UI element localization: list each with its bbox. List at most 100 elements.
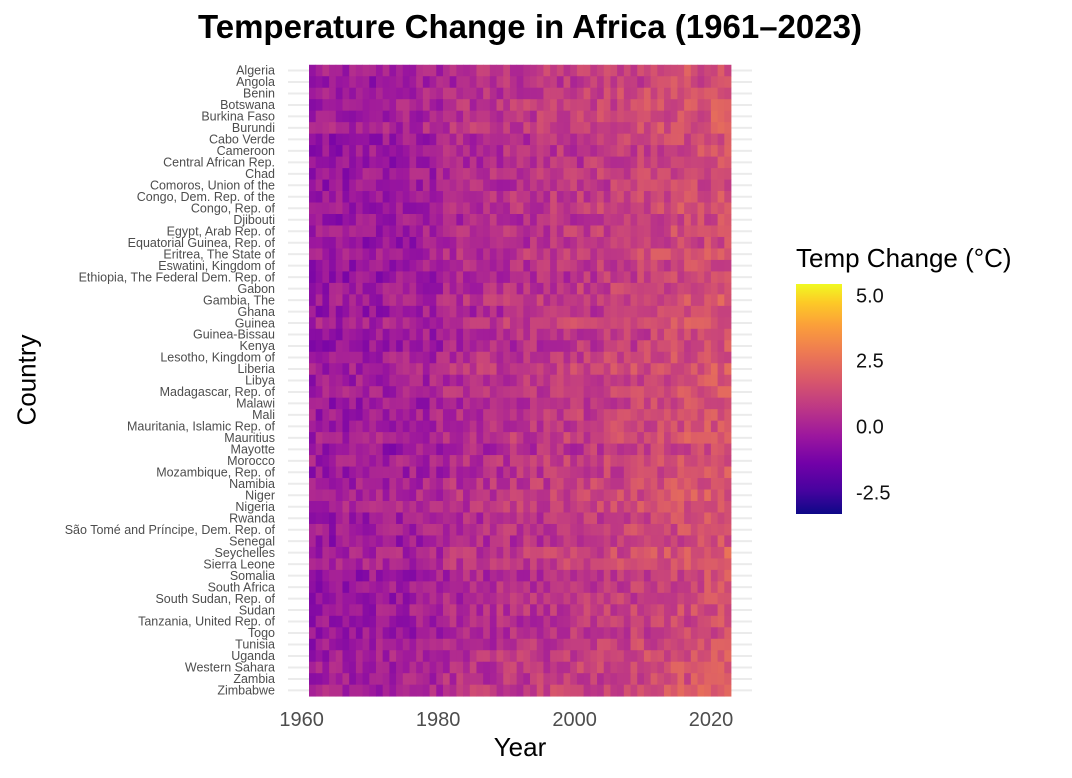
- heatmap-cell: [643, 236, 652, 249]
- heatmap-cell: [603, 202, 611, 215]
- heatmap-cell: [322, 386, 330, 399]
- heatmap-cell: [416, 443, 424, 456]
- heatmap-cell: [463, 271, 471, 284]
- y-tick-label: Gambia, The: [203, 293, 275, 307]
- heatmap-cell: [463, 443, 471, 456]
- heatmap-cell: [396, 87, 404, 100]
- heatmap-cell: [543, 638, 551, 651]
- heatmap-cell: [677, 236, 685, 249]
- heatmap-cell: [530, 455, 538, 467]
- heatmap-cell: [476, 558, 484, 571]
- heatmap-cell: [704, 248, 712, 261]
- heatmap-cell: [322, 64, 330, 77]
- heatmap-cell: [355, 512, 363, 525]
- heatmap-cell: [530, 466, 538, 479]
- heatmap-cell: [436, 225, 444, 238]
- heatmap-cell: [637, 156, 645, 169]
- heatmap-cell: [496, 271, 504, 284]
- y-tick-label: Ethiopia, The Federal Dem. Rep. of: [79, 270, 276, 284]
- heatmap-cell: [556, 202, 564, 215]
- heatmap-cell: [315, 305, 323, 318]
- heatmap-cell: [396, 627, 404, 640]
- heatmap-cell: [516, 351, 524, 364]
- heatmap-cell: [422, 168, 430, 180]
- heatmap-cell: [684, 523, 692, 536]
- heatmap-cell: [449, 328, 457, 341]
- heatmap-cell: [630, 512, 638, 525]
- heatmap-cell: [670, 271, 678, 284]
- heatmap-cell: [489, 466, 497, 479]
- heatmap-cell: [603, 294, 611, 307]
- heatmap-cell: [650, 501, 658, 513]
- heatmap-cell: [436, 420, 444, 433]
- heatmap-cell: [503, 581, 511, 594]
- heatmap-cell: [704, 615, 712, 628]
- heatmap-cell: [684, 374, 692, 387]
- heatmap-cell: [570, 501, 578, 513]
- heatmap-cell: [335, 455, 343, 467]
- heatmap-cell: [315, 202, 323, 215]
- heatmap-cell: [469, 214, 477, 226]
- heatmap-cell: [449, 501, 457, 513]
- heatmap-cell: [617, 259, 625, 272]
- heatmap-cell: [309, 294, 317, 307]
- heatmap-cell: [355, 145, 363, 157]
- heatmap-cell: [389, 110, 397, 123]
- heatmap-cell: [684, 592, 692, 605]
- heatmap-cell: [463, 604, 471, 617]
- heatmap-cell: [469, 271, 477, 284]
- heatmap-cell: [530, 650, 538, 663]
- heatmap-cell: [489, 351, 497, 364]
- heatmap-cell: [355, 99, 363, 112]
- y-tick-label: Togo: [248, 626, 275, 640]
- heatmap-cell: [489, 569, 497, 582]
- heatmap-cell: [523, 523, 531, 536]
- heatmap-cell: [637, 523, 645, 536]
- heatmap-cell: [516, 76, 524, 89]
- heatmap-cell: [637, 546, 645, 559]
- heatmap-cell: [536, 133, 544, 146]
- heatmap-cell: [664, 420, 672, 433]
- heatmap-cell: [717, 145, 725, 157]
- heatmap-cell: [422, 225, 430, 238]
- heatmap-cell: [576, 466, 585, 479]
- heatmap-cell: [329, 684, 337, 697]
- heatmap-cell: [483, 455, 491, 467]
- heatmap-cell: [724, 294, 732, 307]
- heatmap-cell: [690, 271, 698, 284]
- heatmap-cell: [617, 99, 625, 112]
- heatmap-cell: [724, 374, 732, 387]
- heatmap-cell: [456, 317, 464, 330]
- heatmap-cell: [576, 248, 585, 261]
- heatmap-cell: [369, 535, 377, 548]
- heatmap-cell: [349, 214, 357, 226]
- heatmap-cell: [550, 558, 558, 571]
- heatmap-cell: [489, 386, 497, 399]
- heatmap-cell: [335, 87, 343, 100]
- heatmap-cell: [603, 409, 611, 422]
- heatmap-cell: [483, 627, 491, 640]
- heatmap-cell: [349, 684, 357, 697]
- heatmap-cell: [509, 650, 518, 663]
- heatmap-cell: [543, 294, 551, 307]
- heatmap-cell: [402, 432, 410, 444]
- heatmap-cell: [650, 294, 658, 307]
- heatmap-cell: [710, 535, 718, 548]
- heatmap-cell: [677, 328, 685, 341]
- heatmap-cell: [523, 432, 531, 444]
- heatmap-cell: [543, 420, 551, 433]
- heatmap-cell: [576, 478, 585, 490]
- heatmap-cell: [684, 99, 692, 112]
- heatmap-cell: [657, 317, 665, 330]
- heatmap-cell: [329, 569, 337, 582]
- heatmap-cell: [509, 236, 518, 249]
- heatmap-cell: [690, 455, 698, 467]
- heatmap-cell: [570, 202, 578, 215]
- heatmap-cell: [416, 317, 424, 330]
- heatmap-cell: [670, 581, 678, 594]
- heatmap-cell: [536, 305, 544, 318]
- heatmap-cell: [650, 478, 658, 490]
- heatmap-cell: [690, 145, 698, 157]
- heatmap-cell: [362, 638, 370, 651]
- legend-tick-label: 2.5: [856, 350, 884, 373]
